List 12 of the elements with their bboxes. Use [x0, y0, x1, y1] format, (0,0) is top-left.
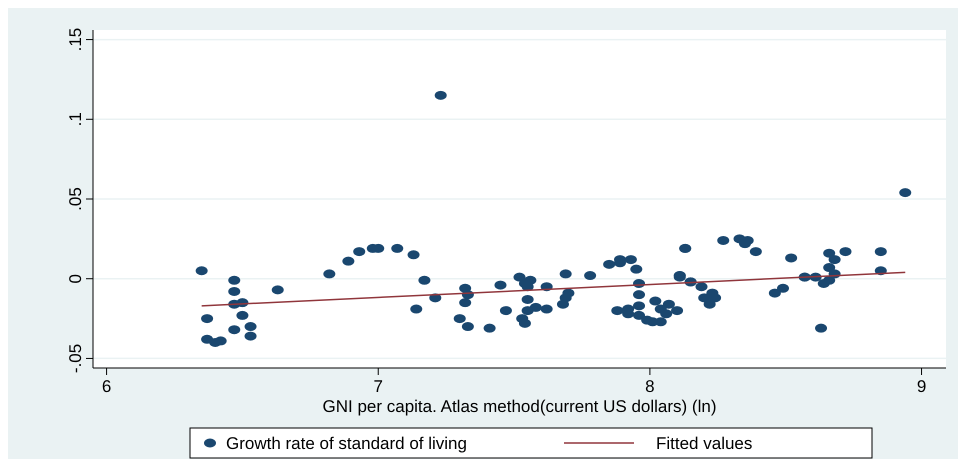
legend-label: Growth rate of standard of living [226, 434, 467, 453]
y-tick-label: .15 [66, 28, 85, 52]
y-tick-label: -.05 [66, 344, 85, 374]
y-tick-label: .1 [66, 112, 85, 126]
x-tick-label: 9 [916, 377, 926, 396]
x-tick-label: 6 [102, 377, 112, 396]
x-axis-title: GNI per capita. Atlas method(current US dollars) (ln) [322, 397, 716, 416]
legend-label: Fitted values [656, 434, 752, 453]
x-tick-label: 8 [645, 377, 655, 396]
x-tick-label: 7 [374, 377, 383, 396]
y-tick-label: .05 [66, 187, 85, 211]
y-tick-label: 0 [66, 274, 85, 284]
